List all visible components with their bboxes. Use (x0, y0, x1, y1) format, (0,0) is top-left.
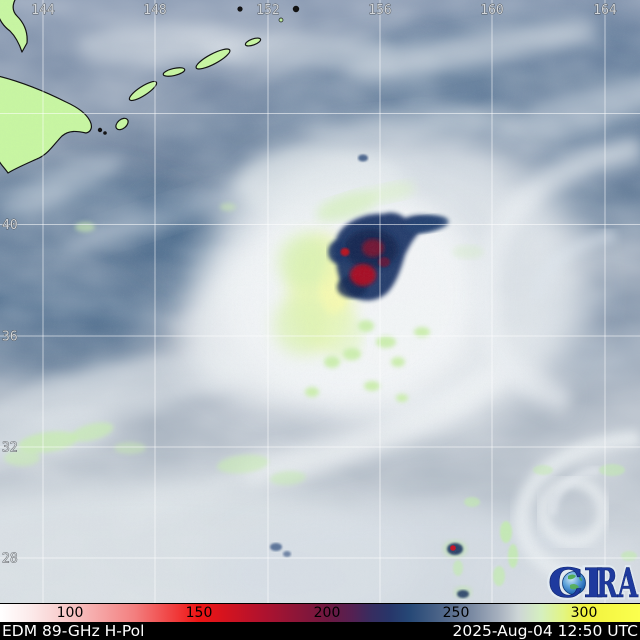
lon-label: 156 (368, 3, 391, 18)
logo-halo: RA (596, 560, 639, 602)
lon-label: 152 (256, 3, 279, 18)
colorbar-tick: 300 (570, 605, 598, 621)
colorbar: 100 150 200 250 300 (0, 603, 640, 622)
colorbar-tick: 150 (185, 605, 213, 621)
colorbar-tick: 250 (442, 605, 470, 621)
lon-label: 160 (480, 3, 503, 18)
logo-text-ra: RA (596, 560, 639, 602)
lat-label: 36 (2, 330, 18, 345)
satellite-map: 144 148 152 156 160 164 40 36 32 28 (0, 0, 640, 603)
logo-text-ci: CI (548, 560, 604, 602)
sensor-grain-texture (0, 0, 640, 603)
lon-label: 164 (593, 3, 617, 18)
lat-label: 28 (2, 552, 18, 567)
globe-icon (562, 571, 586, 595)
colorbar-tick: 200 (313, 605, 341, 621)
graticule (0, 0, 640, 603)
colorbar-tick: 100 (56, 605, 84, 621)
timestamp-label: 2025-Aug-04 12:50 UTC (452, 622, 638, 640)
cira-logo: CI RA CI RA (546, 558, 640, 603)
lat-label: 32 (2, 441, 18, 456)
lon-label: 144 (31, 3, 55, 18)
graticule-labels: 144 148 152 156 160 164 40 36 32 28 (2, 3, 618, 567)
lon-label: 148 (143, 3, 166, 18)
status-bar: EDM 89-GHz H-Pol 2025-Aug-04 12:50 UTC (0, 622, 640, 640)
lat-label: 40 (2, 218, 18, 233)
product-label: EDM 89-GHz H-Pol (2, 622, 145, 640)
